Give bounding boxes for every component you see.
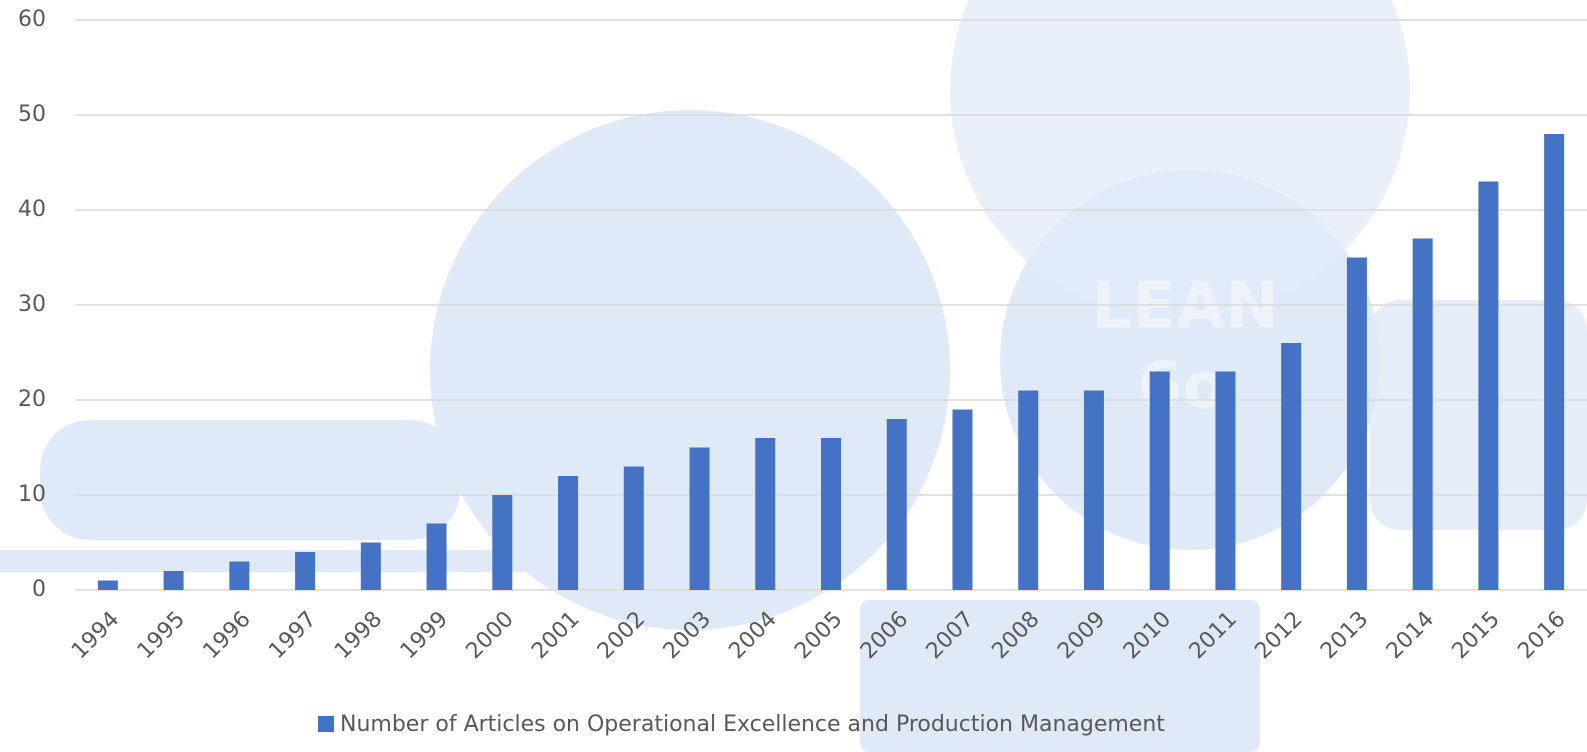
x-tick-label: 1997 [264,607,321,664]
bar [492,495,512,590]
background-label: LEAN [1091,270,1279,344]
bar [558,476,578,590]
legend-label: Number of Articles on Operational Excell… [340,712,1165,737]
y-tick-label: 20 [18,387,46,412]
y-tick-label: 40 [18,197,46,222]
bar [1413,239,1433,591]
bar [1018,391,1038,591]
x-tick-label: 1999 [396,607,453,664]
bar [887,419,907,590]
bar [1150,372,1170,591]
x-tick-label: 1995 [133,607,190,664]
bar [427,524,447,591]
bar [624,467,644,591]
y-tick-label: 60 [18,7,46,32]
bar [755,438,775,590]
bar [952,410,972,591]
x-tick-label: 2015 [1448,607,1505,664]
bar [1478,182,1498,591]
x-tick-label: 2005 [790,607,847,664]
x-tick-label: 2001 [527,607,584,664]
x-tick-label: 2016 [1513,607,1570,664]
bar [98,581,118,591]
bar [361,543,381,591]
chart: LEAN 6σ 01020304050601994199519961997199… [0,0,1587,752]
y-tick-label: 30 [18,292,46,317]
y-tick-label: 50 [18,102,46,127]
bar [1544,134,1564,590]
x-tick-label: 1996 [199,607,256,664]
bar [164,571,184,590]
x-tick-label: 1994 [67,607,124,664]
bar [1347,258,1367,591]
bar [1084,391,1104,591]
bar [229,562,249,591]
x-tick-label: 2014 [1382,607,1439,664]
x-tick-label: 1998 [330,607,387,664]
y-tick-label: 10 [18,482,46,507]
bar [1215,372,1235,591]
x-tick-label: 2000 [462,607,519,664]
bar [821,438,841,590]
y-tick-label: 0 [32,577,46,602]
bar [690,448,710,591]
bar [1281,343,1301,590]
x-tick-label: 2013 [1316,607,1373,664]
legend-swatch [318,716,334,732]
bar [295,552,315,590]
